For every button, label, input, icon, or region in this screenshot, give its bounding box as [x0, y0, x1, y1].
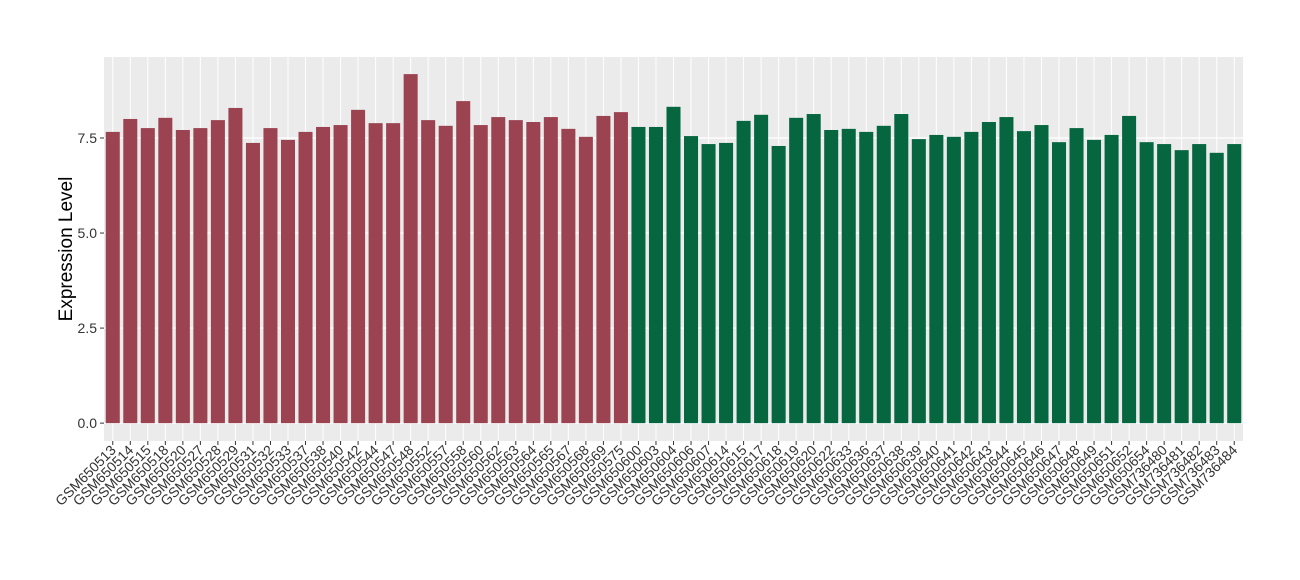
bar	[929, 134, 944, 424]
y-tick-label: 5.0	[78, 225, 98, 241]
bar	[1122, 115, 1137, 424]
bar	[631, 126, 646, 424]
bar	[876, 125, 891, 424]
bar	[316, 126, 331, 424]
bar	[596, 115, 611, 424]
y-axis-title: Expression Level	[56, 177, 77, 322]
bar	[806, 114, 821, 424]
bar	[210, 120, 225, 424]
bar	[1139, 142, 1154, 424]
bar	[894, 114, 909, 424]
bar	[333, 125, 348, 424]
bar	[158, 117, 173, 424]
bar	[386, 123, 401, 424]
bar	[245, 142, 260, 424]
bar	[403, 74, 418, 424]
bar	[543, 117, 558, 424]
bar	[701, 144, 716, 424]
bar	[421, 120, 436, 424]
bar	[1104, 134, 1119, 424]
bar	[789, 117, 804, 424]
bar	[666, 106, 681, 424]
bar	[754, 114, 769, 424]
bar	[981, 122, 996, 424]
bar	[736, 120, 751, 424]
y-tick-label: 2.5	[78, 320, 98, 336]
bar	[1051, 142, 1067, 424]
bar	[824, 129, 839, 424]
bar	[1209, 152, 1224, 424]
bar	[613, 112, 628, 424]
bar	[280, 139, 296, 424]
y-tick-label: 7.5	[78, 130, 98, 146]
bar	[1157, 144, 1172, 424]
bar	[648, 126, 663, 424]
bar	[526, 122, 541, 424]
bar	[1174, 150, 1189, 424]
bar	[105, 131, 120, 424]
bar	[1016, 131, 1031, 424]
bar	[193, 128, 208, 424]
bar	[438, 125, 453, 424]
bar	[1192, 144, 1207, 424]
bar	[473, 125, 488, 424]
bar	[841, 128, 856, 424]
bar	[1034, 125, 1049, 424]
y-tick-label: 0.0	[78, 415, 98, 431]
bar	[999, 117, 1014, 424]
bar	[771, 145, 786, 424]
bar	[456, 101, 471, 424]
bar	[298, 131, 313, 424]
bar	[1069, 128, 1084, 424]
bar	[368, 123, 383, 424]
bar	[578, 136, 593, 424]
bar	[684, 136, 699, 424]
bar	[491, 117, 506, 424]
bar	[1087, 139, 1102, 424]
bar	[911, 139, 926, 424]
bar	[946, 136, 961, 424]
bar	[140, 128, 155, 424]
bar	[351, 109, 366, 424]
bar	[263, 128, 278, 424]
bar	[1227, 144, 1242, 424]
bar	[964, 131, 979, 424]
bar	[561, 128, 576, 424]
bar	[228, 107, 243, 424]
bar	[175, 129, 190, 424]
bar	[508, 120, 523, 424]
bar	[719, 142, 734, 424]
bar	[123, 118, 138, 424]
bar	[859, 131, 874, 424]
